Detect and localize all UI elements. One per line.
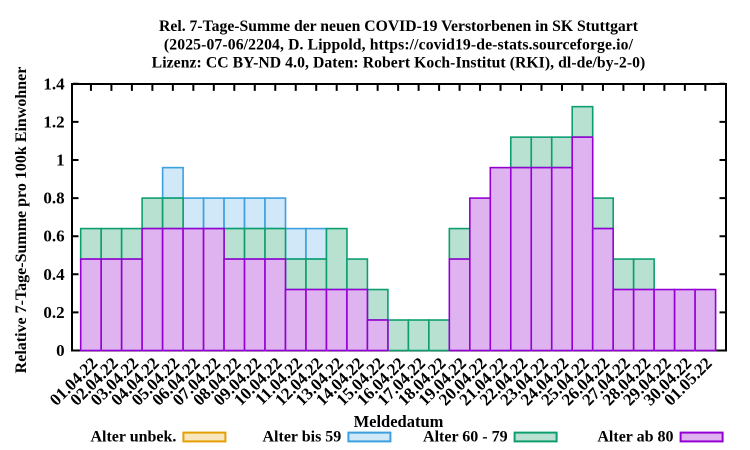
svg-text:1: 1 [56,151,65,170]
svg-text:0.4: 0.4 [43,265,65,284]
svg-text:0.2: 0.2 [43,303,64,322]
svg-text:Alter ab 80: Alter ab 80 [597,429,673,446]
svg-text:Alter 60 - 79: Alter 60 - 79 [423,429,508,446]
svg-text:Meldedatum: Meldedatum [354,412,444,431]
svg-text:Alter bis 59: Alter bis 59 [262,429,341,446]
svg-text:0.6: 0.6 [43,227,64,246]
svg-text:Lizenz: CC BY-ND 4.0, Daten: R: Lizenz: CC BY-ND 4.0, Daten: Robert Koch… [152,54,646,71]
svg-text:1.4: 1.4 [43,74,65,93]
svg-text:Alter unbek.: Alter unbek. [90,429,176,446]
svg-text:Relative 7-Tage-Summe pro 100k: Relative 7-Tage-Summe pro 100k Einwohner [13,67,30,374]
svg-text:1.2: 1.2 [43,112,64,131]
svg-text:0: 0 [56,341,65,360]
svg-text:0.8: 0.8 [43,189,64,208]
svg-text:Rel. 7-Tage-Summe der neuen CO: Rel. 7-Tage-Summe der neuen COVID-19 Ver… [159,18,639,35]
svg-text:(2025-07-06/2204, D. Lippold,: (2025-07-06/2204, D. Lippold, https://co… [164,37,634,54]
